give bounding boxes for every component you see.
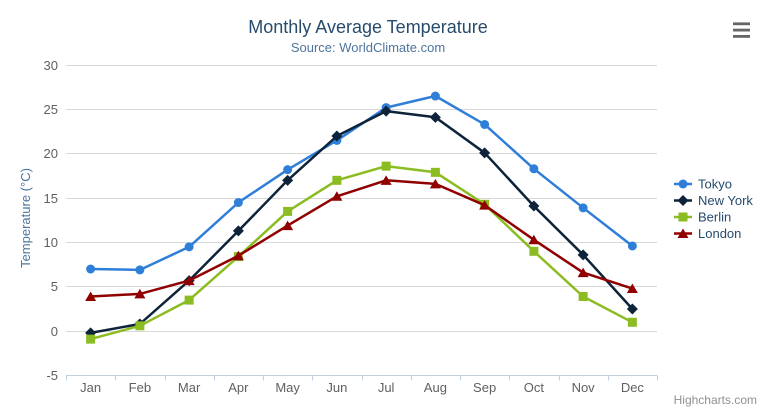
x-axis-label: Apr <box>228 380 249 395</box>
series-point-tokyo-mar[interactable] <box>184 242 194 252</box>
grid-layer <box>66 65 657 332</box>
x-axis-label: Sep <box>473 380 496 395</box>
series-point-berlin-feb[interactable] <box>135 321 145 331</box>
series-point-new-york-jun[interactable] <box>331 130 343 142</box>
legend-item-new-york[interactable]: New York <box>674 193 753 208</box>
series-point-tokyo-sep[interactable] <box>480 119 490 129</box>
y-axis-label: 20 <box>44 146 58 161</box>
y-axis-label: 10 <box>44 235 58 250</box>
series-tokyo <box>86 91 637 275</box>
series-point-new-york-nov[interactable] <box>577 249 589 261</box>
credits-link[interactable]: Highcharts.com <box>674 393 757 407</box>
series-point-berlin-jun[interactable] <box>332 175 342 185</box>
series-point-london-may[interactable] <box>282 220 294 231</box>
series-line-tokyo <box>89 94 634 272</box>
series-point-london-jun[interactable] <box>331 191 343 201</box>
x-axis-label: Jul <box>378 380 395 395</box>
axis-labels-layer: -5 0 5 10 15 20 25 30 Jan Feb Mar Apr May Jun Jul Aug Se… <box>44 58 645 395</box>
series-line-berlin <box>89 164 634 341</box>
x-axis-label: Feb <box>129 380 151 395</box>
series-point-tokyo-nov[interactable] <box>578 203 588 213</box>
series-point-london-oct[interactable] <box>528 234 540 245</box>
y-axis-label: -5 <box>46 368 58 383</box>
series-point-new-york-oct[interactable] <box>528 200 540 212</box>
series-point-berlin-nov[interactable] <box>578 292 588 302</box>
legend-marker-berlin-square-icon[interactable] <box>678 212 688 222</box>
series-point-tokyo-jan[interactable] <box>86 264 96 274</box>
x-axis-label: Nov <box>572 380 596 395</box>
y-axis-label: 30 <box>44 58 58 73</box>
x-axis-label: May <box>275 380 300 395</box>
series-point-london-dec[interactable] <box>626 283 638 294</box>
legend-marker-new-york-diamond-icon[interactable] <box>677 195 689 206</box>
series-new-york <box>85 105 638 339</box>
legend-label-tokyo: Tokyo <box>698 177 732 192</box>
legend-item-berlin[interactable]: Berlin <box>674 210 731 225</box>
series-point-berlin-dec[interactable] <box>627 317 637 327</box>
x-axis-label: Dec <box>621 380 645 395</box>
chart-subtitle: Source: WorldClimate.com <box>291 40 445 55</box>
yaxis-title: Temperature (°C) <box>18 168 33 268</box>
y-axis-label: 25 <box>44 102 58 117</box>
y-axis-label: 15 <box>44 191 58 206</box>
series-point-london-apr[interactable] <box>232 250 244 261</box>
series-line-new-york <box>89 109 634 335</box>
context-menu-button[interactable] <box>733 22 750 38</box>
y-axis-label: 5 <box>51 279 58 294</box>
x-axis-label: Mar <box>178 380 201 395</box>
series-point-new-york-apr[interactable] <box>232 225 244 237</box>
legend-marker-tokyo-circle-icon[interactable] <box>678 179 688 189</box>
series-point-berlin-jul[interactable] <box>381 161 391 171</box>
x-axis-label: Jun <box>326 380 347 395</box>
chart-title: Monthly Average Temperature <box>248 17 487 37</box>
legend-label-new-york: New York <box>698 193 753 208</box>
series-point-berlin-oct[interactable] <box>529 246 539 256</box>
legend-marker-london-triangle-icon[interactable] <box>677 228 689 239</box>
series-london <box>85 175 638 302</box>
series-point-tokyo-feb[interactable] <box>135 265 145 275</box>
series-point-london-feb[interactable] <box>134 288 146 299</box>
series-point-tokyo-dec[interactable] <box>627 241 637 251</box>
legend-item-tokyo[interactable]: Tokyo <box>674 177 732 192</box>
series-point-berlin-may[interactable] <box>283 206 293 216</box>
series-point-berlin-mar[interactable] <box>184 295 194 305</box>
legend-label-london: London <box>698 226 741 241</box>
hamburger-icon <box>733 22 750 38</box>
legend-item-london[interactable]: London <box>674 226 741 241</box>
series-point-tokyo-aug[interactable] <box>430 91 440 101</box>
x-axis-label: Jan <box>80 380 101 395</box>
series-point-london-sep[interactable] <box>479 200 491 210</box>
axis-layer <box>66 375 658 381</box>
series-point-berlin-jan[interactable] <box>86 334 96 344</box>
series-point-new-york-may[interactable] <box>282 174 294 186</box>
series-point-london-aug[interactable] <box>429 178 441 189</box>
series-point-new-york-sep[interactable] <box>479 147 491 159</box>
x-axis-label: Oct <box>524 380 545 395</box>
y-axis-label: 0 <box>51 324 58 339</box>
legend-label-berlin: Berlin <box>698 210 731 225</box>
series-line-london <box>89 179 634 298</box>
series-point-tokyo-apr[interactable] <box>233 198 243 208</box>
series-point-london-jan[interactable] <box>85 291 97 302</box>
series-layer <box>85 91 638 344</box>
series-point-london-mar[interactable] <box>183 275 195 286</box>
series-point-london-nov[interactable] <box>577 267 589 278</box>
series-point-new-york-aug[interactable] <box>429 111 441 123</box>
series-point-new-york-dec[interactable] <box>626 303 638 315</box>
series-point-new-york-jul[interactable] <box>380 105 392 117</box>
series-point-tokyo-may[interactable] <box>283 165 293 175</box>
series-point-berlin-aug[interactable] <box>430 167 440 177</box>
series-point-london-jul[interactable] <box>380 175 392 185</box>
x-axis-label: Aug <box>424 380 447 395</box>
series-point-tokyo-oct[interactable] <box>529 164 539 174</box>
